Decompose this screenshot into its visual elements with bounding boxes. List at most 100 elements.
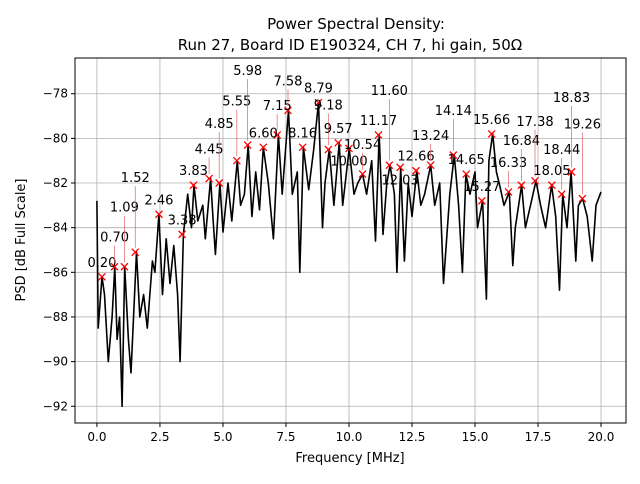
axes-frame — [74, 57, 627, 424]
peak-label: 10.00 — [330, 154, 367, 169]
peak-marker — [232, 156, 241, 165]
peak-label: 10.54 — [344, 138, 381, 153]
chart-title: Power Spectral Density: — [267, 15, 445, 33]
peak-marker-stroke — [189, 181, 198, 190]
y-tick-label: −86 — [43, 265, 68, 279]
peak-marker — [449, 151, 458, 160]
peak-label: 2.46 — [145, 193, 174, 208]
peak-label: 9.18 — [314, 99, 343, 114]
x-tick-label: 20.0 — [588, 430, 615, 444]
peak-label: 6.60 — [249, 126, 278, 141]
peak-label: 4.45 — [195, 143, 224, 158]
peak-label: 19.26 — [564, 118, 601, 133]
peak-marker-stroke — [385, 161, 394, 170]
x-tick-label: 7.5 — [276, 430, 295, 444]
peak-labels: 0.20 0.70 1.09 1.52 2.46 3.38 3.83 4.45 4.85 5.55… — [88, 64, 602, 271]
chart-subtitle: Run 27, Board ID E190324, CH 7, hi gain,… — [178, 36, 523, 54]
peak-label: 1.09 — [110, 201, 139, 216]
peak-marker-stroke — [477, 196, 486, 205]
peak-marker — [531, 176, 539, 185]
peak-marker — [98, 272, 106, 281]
peak-marker-stroke — [232, 156, 241, 165]
peak-marker — [131, 248, 140, 257]
peak-marker-stroke — [345, 144, 353, 153]
peak-marker — [215, 179, 224, 187]
peak-marker-stroke — [110, 262, 119, 271]
peak-marker-stroke — [449, 151, 458, 160]
peak-marker-stroke — [205, 174, 214, 183]
peak-label: 5.55 — [222, 95, 251, 110]
peak-label: 0.70 — [100, 231, 129, 246]
peak-label: 5.98 — [233, 64, 262, 79]
peak-marker-stroke — [314, 98, 323, 107]
x-tick-label: 17.5 — [525, 430, 552, 444]
peak-marker-stroke — [557, 190, 566, 199]
peak-marker-stroke — [324, 145, 333, 154]
peak-marker-stroke — [547, 181, 556, 190]
peak-marker-stroke — [531, 176, 539, 185]
peak-marker-stroke — [412, 166, 420, 175]
peak-marker — [178, 230, 187, 239]
y-tick-label: −82 — [43, 176, 68, 190]
peak-label: 3.83 — [179, 164, 208, 179]
x-tick-label: 10.0 — [336, 430, 363, 444]
peak-marker — [374, 131, 383, 139]
peak-marker-stroke — [178, 230, 187, 239]
y-axis-label: PSD [dB Full Scale] — [14, 178, 29, 301]
y-tick-label: −80 — [43, 131, 68, 145]
peak-marker — [504, 187, 513, 196]
y-tick-label: −92 — [43, 399, 68, 413]
ticks: 0.0 2.5 5.0 7.5 10.0 12.5 15.0 17.5 20.0 −78 −80 −8… — [43, 87, 615, 444]
peak-marker — [477, 196, 486, 205]
peak-label: 3.38 — [168, 213, 197, 228]
peak-marker-stroke — [426, 161, 435, 170]
peak-marker — [324, 145, 333, 154]
peak-marker-stroke — [243, 141, 252, 150]
peak-marker — [487, 129, 496, 138]
peak-label: 18.44 — [543, 143, 580, 158]
peak-marker-stroke — [273, 131, 282, 139]
y-tick-label: −84 — [43, 221, 68, 235]
peak-marker — [243, 141, 252, 150]
peak-marker — [259, 143, 268, 152]
peak-marker — [547, 181, 556, 190]
peak-label: 11.17 — [360, 114, 397, 129]
peak-marker-stroke — [504, 187, 513, 196]
peak-marker-stroke — [98, 272, 106, 281]
peak-marker-stroke — [374, 131, 383, 139]
peak-marker-stroke — [215, 179, 224, 187]
peak-label: 18.83 — [553, 91, 590, 106]
peak-marker — [385, 161, 394, 170]
y-tick-label: −88 — [43, 310, 68, 324]
peak-label: 1.52 — [121, 171, 150, 186]
peak-label: 13.24 — [412, 129, 449, 144]
peak-label: 12.66 — [397, 150, 434, 165]
peak-label: 17.38 — [516, 115, 553, 130]
peak-marker-stroke — [284, 106, 292, 115]
peak-marker-stroke — [120, 262, 129, 271]
peak-marker — [557, 190, 566, 199]
peak-label: 15.66 — [473, 113, 510, 128]
peak-label: 7.15 — [263, 99, 292, 114]
peak-label: 11.60 — [371, 84, 408, 99]
peak-marker-stroke — [462, 170, 471, 179]
peak-marker-stroke — [487, 129, 496, 138]
plot-area — [96, 98, 602, 408]
peak-marker — [578, 194, 587, 203]
peak-label: 0.20 — [88, 256, 117, 271]
y-tick-label: −78 — [43, 87, 68, 101]
x-tick-label: 2.5 — [150, 430, 169, 444]
peak-label: 16.33 — [490, 156, 527, 171]
peak-label: 15.27 — [463, 180, 500, 195]
peak-marker — [412, 166, 420, 175]
peak-marker — [154, 210, 163, 219]
x-axis-label: Frequency [MHz] — [295, 451, 404, 466]
peak-marker-stroke — [517, 181, 526, 190]
y-tick-label: −90 — [43, 355, 68, 369]
peak-label: 8.16 — [288, 126, 317, 141]
peak-marker — [110, 262, 119, 271]
peak-marker-stroke — [358, 170, 367, 179]
peak-label: 14.14 — [435, 104, 472, 119]
x-tick-label: 12.5 — [399, 430, 426, 444]
